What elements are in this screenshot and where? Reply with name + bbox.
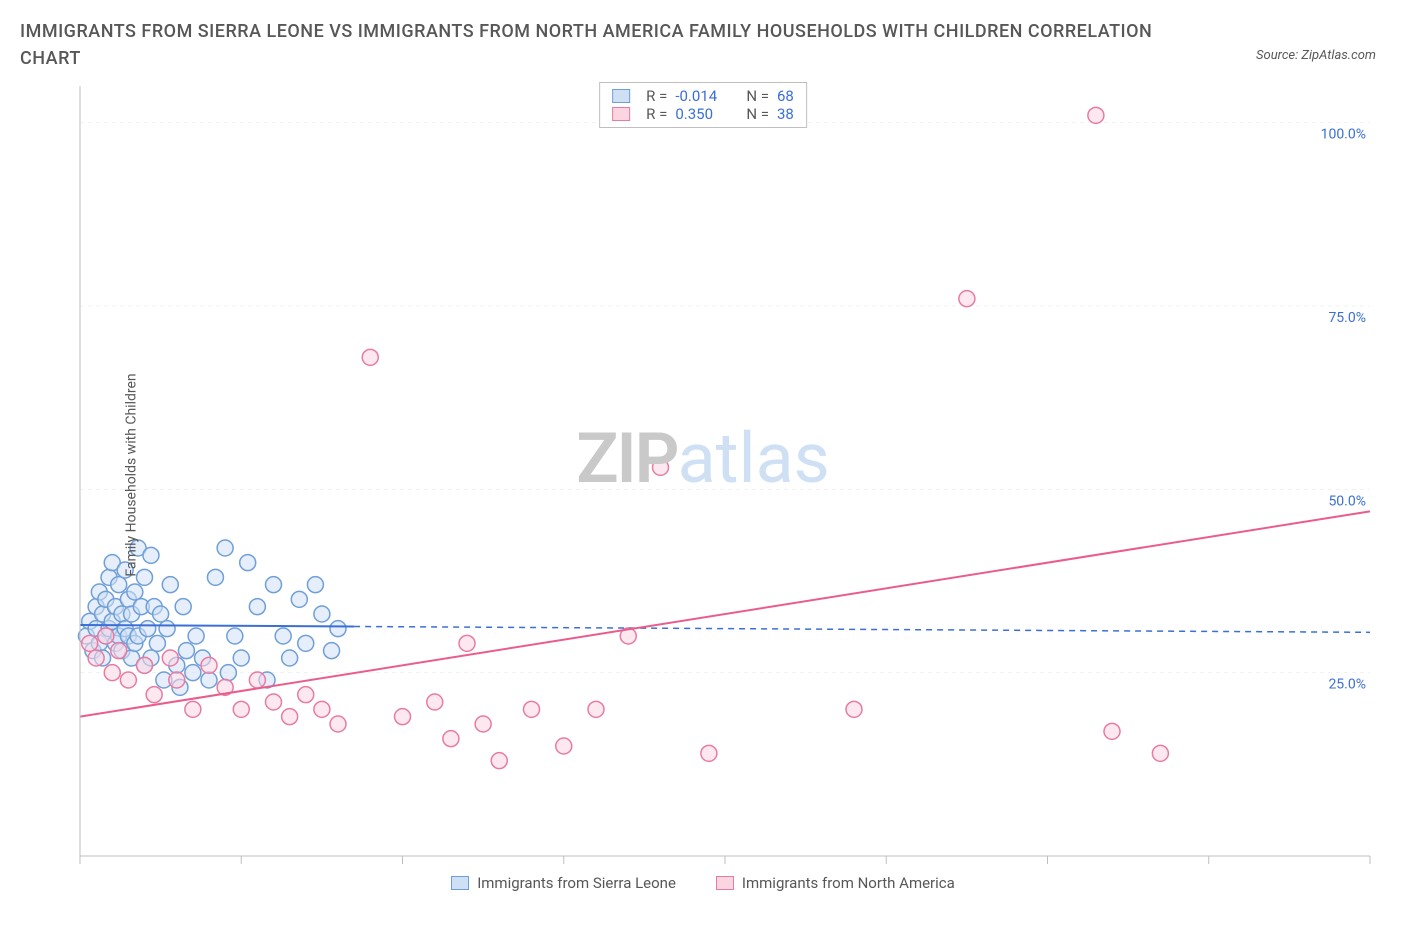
svg-text:25.0%: 25.0% [1328, 677, 1366, 693]
legend: Immigrants from Sierra Leone Immigrants f… [20, 874, 1386, 892]
legend-item: Immigrants from North America [716, 874, 955, 892]
chart-container: Family Households with Children ZIPatlas… [20, 80, 1386, 870]
y-axis-label: Family Households with Children [124, 373, 140, 576]
correlation-box: R =-0.014 N =68 R = 0.350 N =38 [599, 82, 807, 128]
legend-item: Immigrants from Sierra Leone [451, 874, 676, 892]
correlation-row: R =-0.014 N =68 [612, 87, 794, 105]
svg-text:75.0%: 75.0% [1328, 310, 1366, 326]
svg-text:50.0%: 50.0% [1328, 493, 1366, 509]
source-attribution: Source: ZipAtlas.com [1256, 48, 1376, 63]
chart-header: IMMIGRANTS FROM SIERRA LEONE VS IMMIGRAN… [20, 18, 1386, 72]
svg-text:100.0%: 100.0% [1321, 127, 1366, 143]
correlation-row: R = 0.350 N =38 [612, 105, 794, 123]
scatter-chart: 25.0%50.0%75.0%100.0%0.0%40.0% [70, 80, 1380, 870]
chart-title: IMMIGRANTS FROM SIERRA LEONE VS IMMIGRAN… [20, 18, 1170, 72]
